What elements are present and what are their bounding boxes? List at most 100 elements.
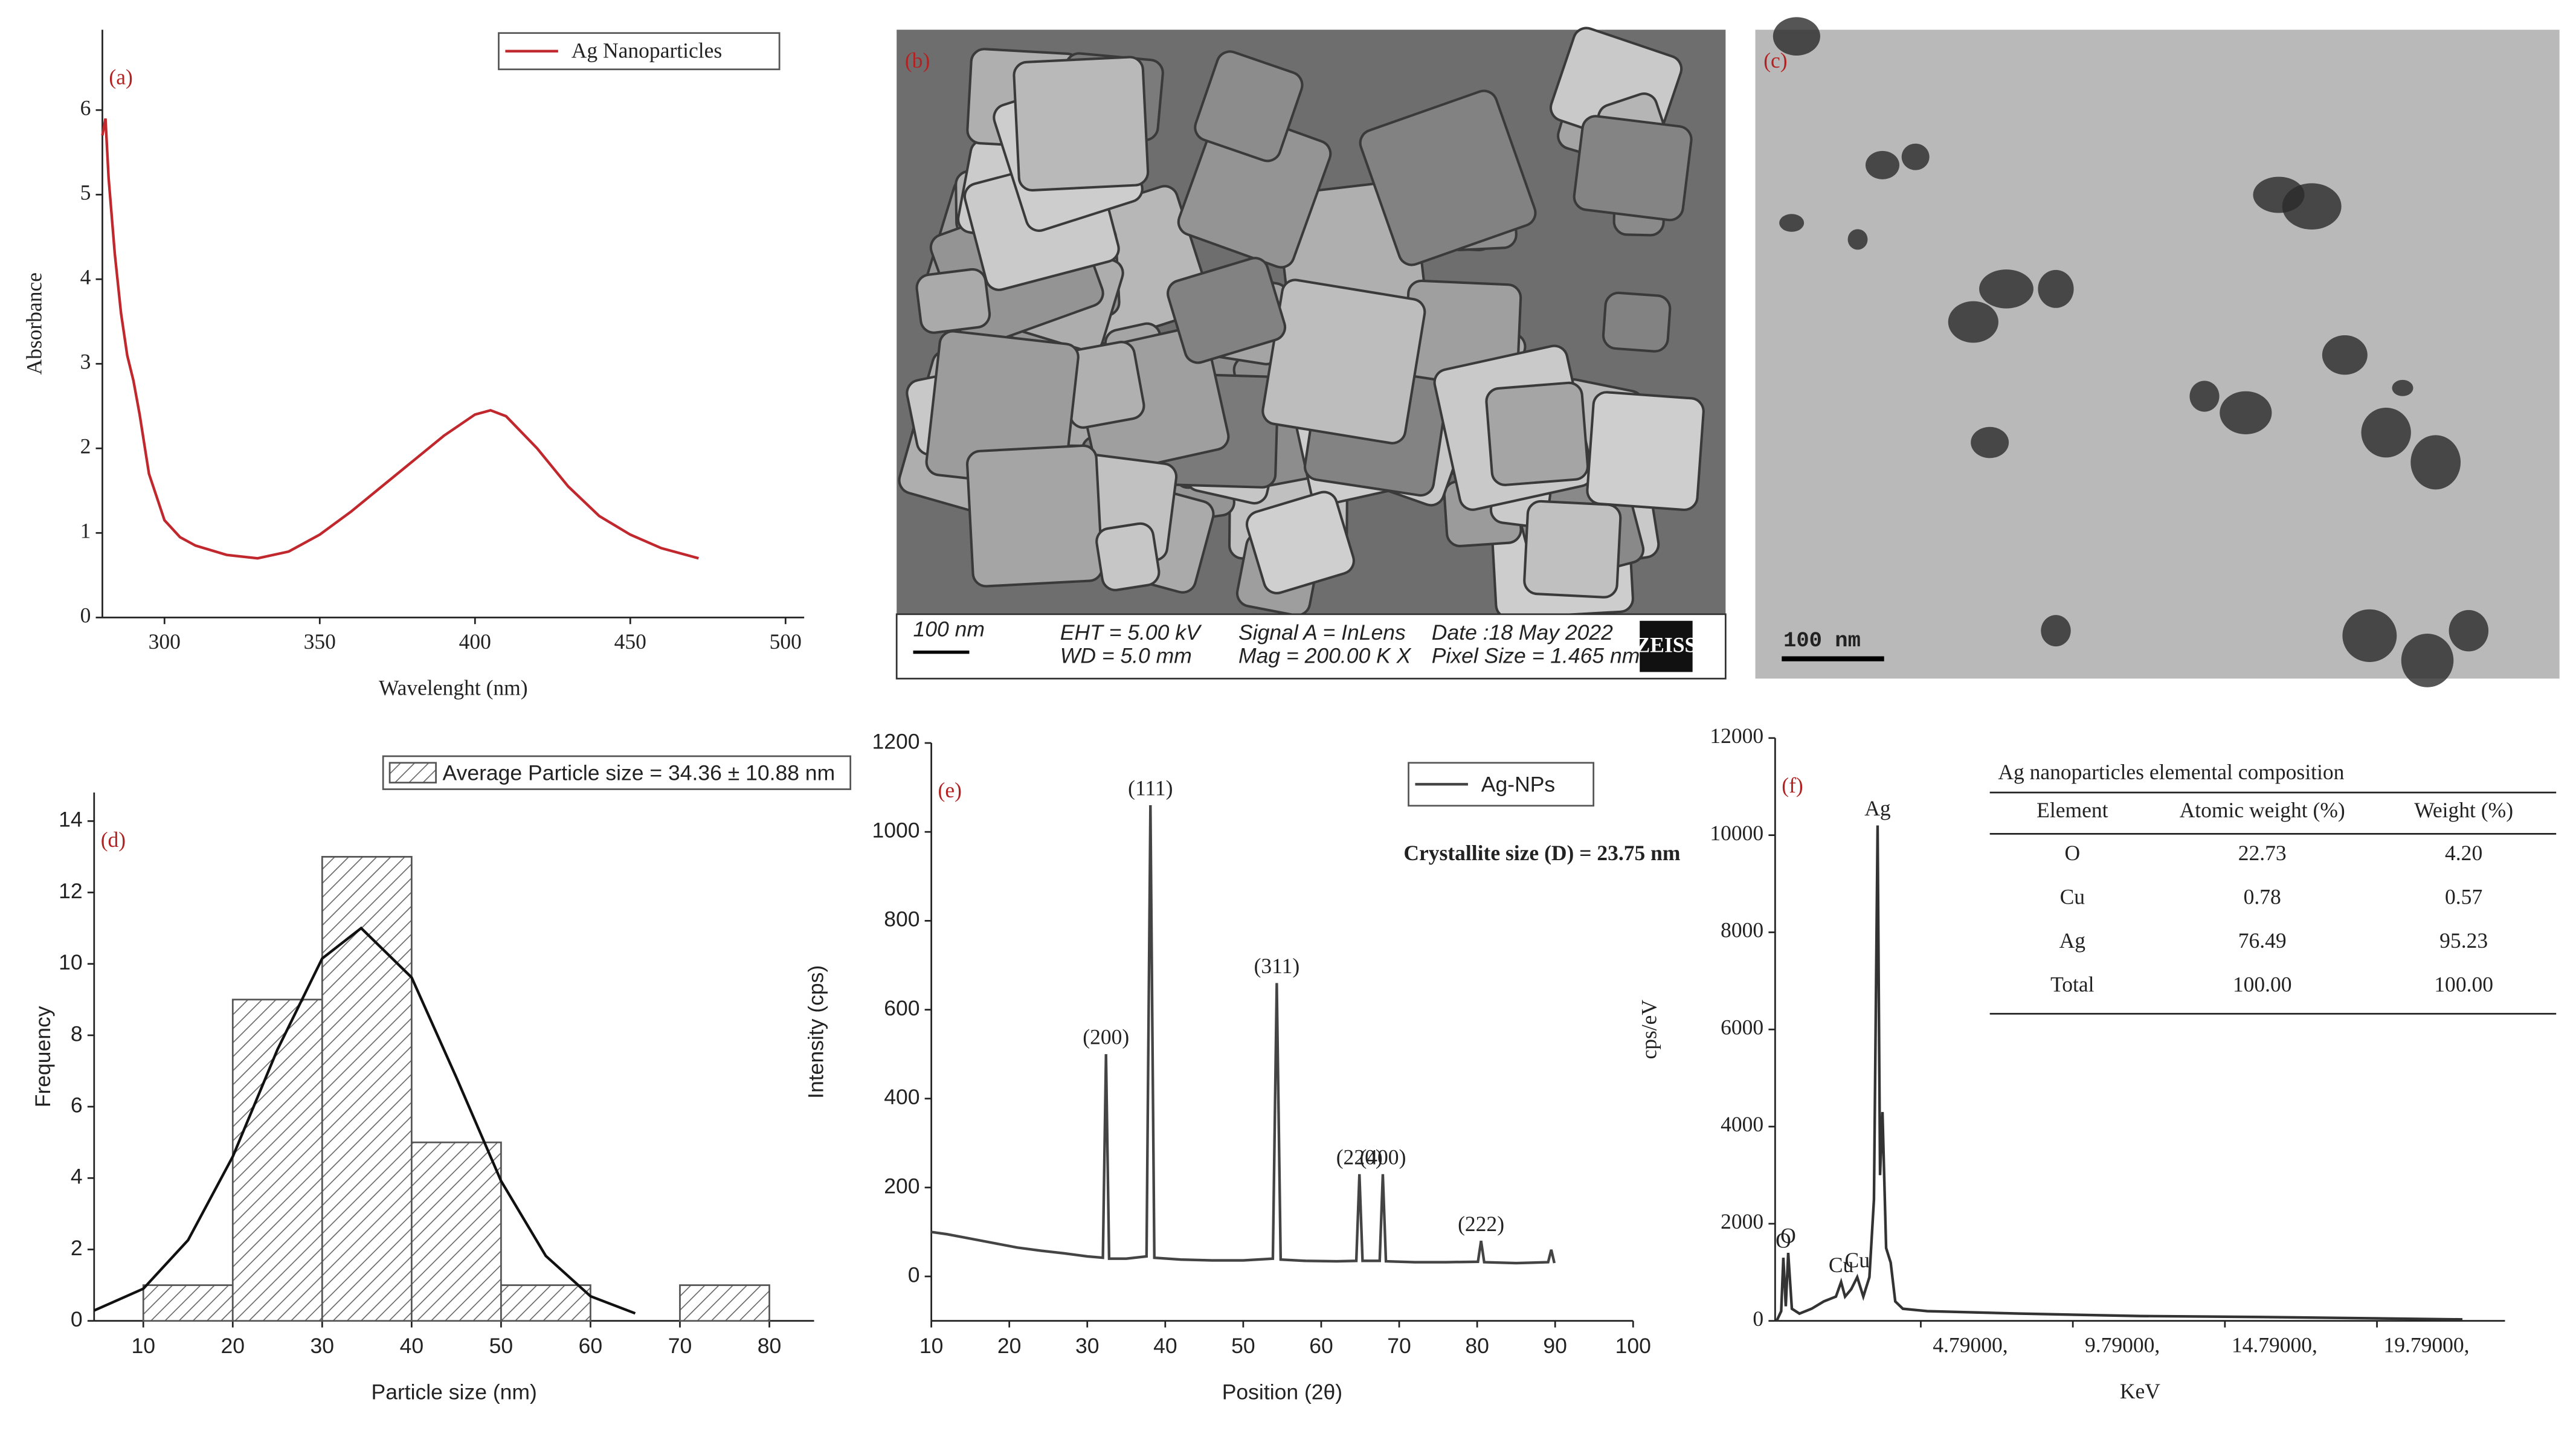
info-bar — [895, 613, 1727, 680]
histogram-bar — [679, 1284, 770, 1322]
x-axis-label: Wavelenght (nm) — [379, 676, 528, 700]
y-tick-label: 12000 — [1710, 724, 1763, 748]
y-tick-label: 5 — [80, 180, 91, 204]
table-cell: O — [2065, 841, 2081, 865]
scale-label: 100 nm — [1783, 628, 1861, 653]
peak-label: Cu — [1829, 1253, 1854, 1277]
x-tick-label: 400 — [459, 629, 491, 654]
peak-label: (111) — [1128, 776, 1173, 800]
legend-label: Ag-NPs — [1481, 772, 1555, 796]
image-info: Date :18 May 2022 — [1432, 620, 1613, 645]
y-tick-label: 600 — [884, 996, 919, 1020]
x-tick-label: 450 — [614, 629, 646, 654]
x-tick-label: 10 — [919, 1334, 944, 1358]
grain — [1095, 522, 1161, 591]
x-tick-label: 40 — [400, 1334, 424, 1358]
fit-curve — [93, 926, 636, 1315]
y-tick-label: 0 — [908, 1262, 920, 1287]
table-header: Weight (%) — [2414, 798, 2513, 822]
y-tick-label: 1 — [80, 518, 91, 542]
panel: 4.79000, 9.79000, 14.79000, 19.79000, 0 2000 4… — [1637, 724, 2557, 1403]
table-header: Atomic weight (%) — [2180, 798, 2345, 822]
y-tick-label: 1200 — [872, 729, 919, 753]
y-tick-label: 10000 — [1710, 821, 1763, 845]
particle — [1948, 301, 1998, 343]
peak-label: (311) — [1254, 954, 1300, 978]
particle — [2342, 609, 2397, 662]
scale-label: 100 nm — [913, 617, 985, 642]
x-tick-label: 100 — [1615, 1334, 1651, 1358]
y-axis-label: Intensity (cps) — [803, 965, 828, 1099]
y-tick-label: 10 — [59, 950, 83, 974]
grain — [1523, 500, 1622, 599]
table-cell: 100.00 — [2233, 972, 2292, 996]
histogram-bar — [321, 856, 413, 1322]
panel: 10 20 30 40 50 60 70 80 90 1000200400600800100012… — [803, 729, 1680, 1404]
data-line — [101, 118, 699, 560]
y-tick-label: 12 — [59, 879, 83, 903]
particle — [2041, 615, 2071, 647]
image-info: EHT = 5.00 kV — [1060, 620, 1202, 645]
x-tick-label: 500 — [770, 629, 802, 654]
y-tick-label: 200 — [884, 1174, 919, 1198]
panel-label: (f) — [1782, 773, 1803, 797]
table-cell: Cu — [2060, 884, 2085, 908]
grain — [1586, 391, 1705, 512]
peak-label: (200) — [1083, 1025, 1129, 1049]
table-cell: Total — [2050, 972, 2095, 996]
image-info: Mag = 200.00 K X — [1238, 643, 1412, 667]
particle — [2282, 183, 2342, 230]
x-tick-label: 350 — [304, 629, 336, 654]
particle — [2449, 609, 2489, 652]
particle — [2401, 633, 2454, 687]
y-tick-label: 2 — [80, 434, 91, 458]
x-tick-label: 40 — [1153, 1334, 1177, 1358]
y-axis-label: cps/eV — [1637, 1000, 1661, 1060]
x-tick-label: 30 — [311, 1334, 335, 1358]
peak-label: Cu — [1845, 1248, 1870, 1272]
legend-label: Ag Nanoparticles — [572, 39, 723, 63]
legend-swatch — [388, 762, 437, 783]
panel: 300 350 400 450 500 0 1 2 3 4 5 6 Wavelenght (nm) Abs… — [22, 30, 805, 700]
table-cell: 4.20 — [2445, 841, 2482, 865]
peak-label: (222) — [1458, 1212, 1504, 1236]
panel-label: (c) — [1763, 48, 1787, 72]
y-tick-label: 4000 — [1721, 1112, 1763, 1136]
x-tick-label: 30 — [1075, 1334, 1100, 1358]
x-tick-label: 50 — [489, 1334, 514, 1358]
peak-label: (220) — [1336, 1145, 1383, 1169]
y-tick-label: 4 — [71, 1165, 83, 1189]
x-tick-label: 10 — [131, 1334, 155, 1358]
table-cell: 100.00 — [2434, 972, 2493, 996]
particle — [2410, 435, 2461, 490]
y-tick-label: 1000 — [872, 818, 919, 843]
y-tick-label: 6 — [71, 1093, 83, 1117]
panel: 10 20 30 40 50 60 70 80 0 2 4 6 8 10 12 14 Particle size… — [31, 755, 852, 1404]
x-tick-label: 14.79000, — [2232, 1333, 2317, 1357]
particle — [2392, 379, 2413, 396]
peak-label: O — [1776, 1229, 1791, 1253]
panel-label: (e) — [938, 778, 962, 802]
brand: ZEISS — [1636, 633, 1697, 657]
grain — [1573, 115, 1693, 222]
table-cell: 76.49 — [2238, 928, 2287, 953]
y-tick-label: 8000 — [1721, 918, 1763, 942]
x-tick-label: 60 — [579, 1334, 603, 1358]
particle — [2361, 407, 2411, 458]
particle — [2322, 335, 2368, 375]
x-tick-label: 60 — [1309, 1334, 1333, 1358]
legend-box — [382, 755, 852, 790]
grain — [1245, 490, 1355, 594]
table-cell: 0.57 — [2445, 884, 2482, 908]
histogram-bar — [410, 1141, 502, 1322]
y-tick-label: 14 — [59, 808, 83, 832]
y-tick-label: 6000 — [1721, 1015, 1763, 1039]
grain — [1167, 257, 1287, 364]
y-tick-label: 8 — [71, 1021, 83, 1046]
y-tick-label: 3 — [80, 349, 91, 373]
grain — [1485, 381, 1589, 486]
x-tick-label: 50 — [1231, 1334, 1255, 1358]
grain — [1013, 56, 1150, 192]
peak-label: Ag — [1864, 796, 1891, 820]
